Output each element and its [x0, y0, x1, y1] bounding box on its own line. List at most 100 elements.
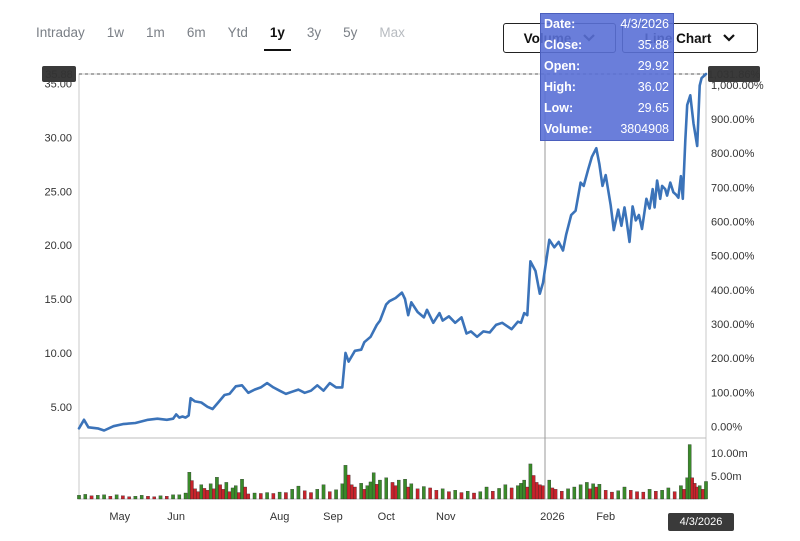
volume-bar	[102, 494, 106, 500]
volume-bar	[183, 492, 188, 500]
volume-bar	[171, 494, 175, 500]
volume-bar	[478, 491, 483, 500]
tooltip-key: High:	[544, 80, 576, 94]
tooltip-key: Close:	[544, 38, 583, 52]
volume-bar	[346, 474, 351, 500]
volume-bar	[349, 484, 354, 500]
tooltip-key: Low:	[544, 101, 574, 115]
volume-bar	[309, 492, 313, 500]
volume-bar	[597, 484, 602, 500]
volume-bar	[271, 493, 276, 500]
volume-bar	[290, 489, 294, 500]
chevron-down-icon	[723, 34, 736, 42]
volume-bar	[566, 488, 570, 500]
volume-bar	[218, 484, 222, 500]
percent-tick-label: 1,000.00%	[711, 80, 764, 92]
volume-bar	[434, 490, 439, 500]
volume-bar	[334, 489, 338, 500]
volume-bar	[165, 496, 169, 500]
volume-bar	[534, 482, 539, 500]
range-tab-1w[interactable]: 1w	[106, 25, 125, 40]
volume-bar	[635, 491, 639, 500]
volume-bar	[83, 494, 88, 500]
volume-bar	[240, 479, 244, 500]
volume-bar	[371, 472, 376, 500]
percent-tick-label: 700.00%	[711, 182, 755, 194]
volume-bar	[497, 488, 501, 500]
volume-bar	[528, 463, 533, 500]
volume-bar	[259, 493, 263, 500]
tooltip-row: High: 36.02	[541, 77, 673, 98]
volume-bar	[233, 485, 238, 500]
volume-bar	[224, 482, 229, 500]
x-tick-label: Nov	[436, 511, 456, 523]
volume-bar	[560, 491, 564, 500]
x-tick-label: 2026	[540, 511, 564, 523]
percent-tick-label: 900.00%	[711, 114, 755, 126]
percent-tick-label: 600.00%	[711, 217, 755, 229]
volume-tick-label: 5.00m	[711, 471, 742, 483]
range-tab-max[interactable]: Max	[379, 25, 405, 40]
volume-bar	[365, 485, 370, 500]
price-tick-label: 10.00	[44, 348, 72, 360]
range-tab-1y[interactable]: 1y	[262, 18, 293, 51]
range-tab-1m[interactable]: 1m	[146, 25, 165, 40]
volume-bar	[393, 485, 398, 500]
range-tab-ytd[interactable]: Ytd	[227, 25, 248, 40]
volume-bar	[202, 488, 207, 500]
data-tooltip: Date: 4/3/2026 Close: 35.88 Open: 29.92 High: 3…	[540, 13, 674, 141]
tooltip-row: Date: 4/3/2026	[541, 14, 673, 35]
tooltip-row: Open: 29.92	[541, 56, 673, 77]
x-tick-label: Feb	[596, 511, 615, 523]
volume-bar	[397, 479, 401, 500]
tooltip-key: Volume:	[544, 122, 593, 136]
tooltip-value: 3804908	[620, 122, 669, 136]
volume-bar	[453, 490, 457, 500]
volume-bar	[622, 486, 627, 500]
crosshair-date-flag: 4/3/2026	[668, 513, 734, 531]
volume-bar	[227, 491, 232, 500]
volume-bar	[616, 490, 620, 500]
range-tab-3y[interactable]: 3y	[306, 25, 322, 40]
volume-bar	[265, 492, 269, 500]
range-tab-5y[interactable]: 5y	[343, 25, 358, 40]
volume-bar	[516, 485, 520, 500]
volume-bar	[654, 491, 658, 500]
percent-flag	[708, 66, 760, 82]
volume-bar	[629, 490, 633, 500]
volume-bar	[158, 495, 163, 500]
volume-bar	[572, 486, 577, 500]
percent-tick-label: 300.00%	[711, 319, 755, 331]
volume-bar	[205, 490, 210, 500]
volume-bar	[221, 489, 225, 500]
range-tab-intraday[interactable]: Intraday	[36, 25, 85, 40]
volume-bar	[390, 482, 395, 500]
volume-bar	[384, 477, 388, 500]
volume-bar	[491, 491, 495, 500]
volume-bar	[208, 483, 213, 500]
volume-bar	[603, 490, 608, 500]
volume-tick-label: 10.00m	[711, 448, 748, 460]
tooltip-key: Date:	[544, 17, 576, 31]
volume-bar	[127, 496, 131, 500]
range-tab-6m[interactable]: 6m	[186, 25, 206, 40]
volume-bar	[108, 496, 113, 500]
volume-bar	[139, 495, 144, 500]
volume-bar	[550, 487, 555, 500]
volume-bar	[591, 483, 595, 500]
volume-bar	[378, 479, 382, 500]
volume-bar	[302, 490, 307, 500]
volume-bar	[484, 486, 489, 500]
volume-bar	[406, 486, 410, 500]
tooltip-value: 35.88	[637, 38, 669, 52]
volume-bar	[447, 491, 451, 500]
tooltip-key: Open:	[544, 59, 581, 73]
volume-bar	[215, 477, 219, 500]
volume-bar	[525, 486, 530, 500]
volume-bar	[296, 485, 301, 500]
volume-bar	[246, 493, 251, 500]
price-flag	[42, 66, 76, 82]
volume-bar	[666, 487, 671, 500]
tooltip-value: 4/3/2026	[620, 17, 669, 31]
